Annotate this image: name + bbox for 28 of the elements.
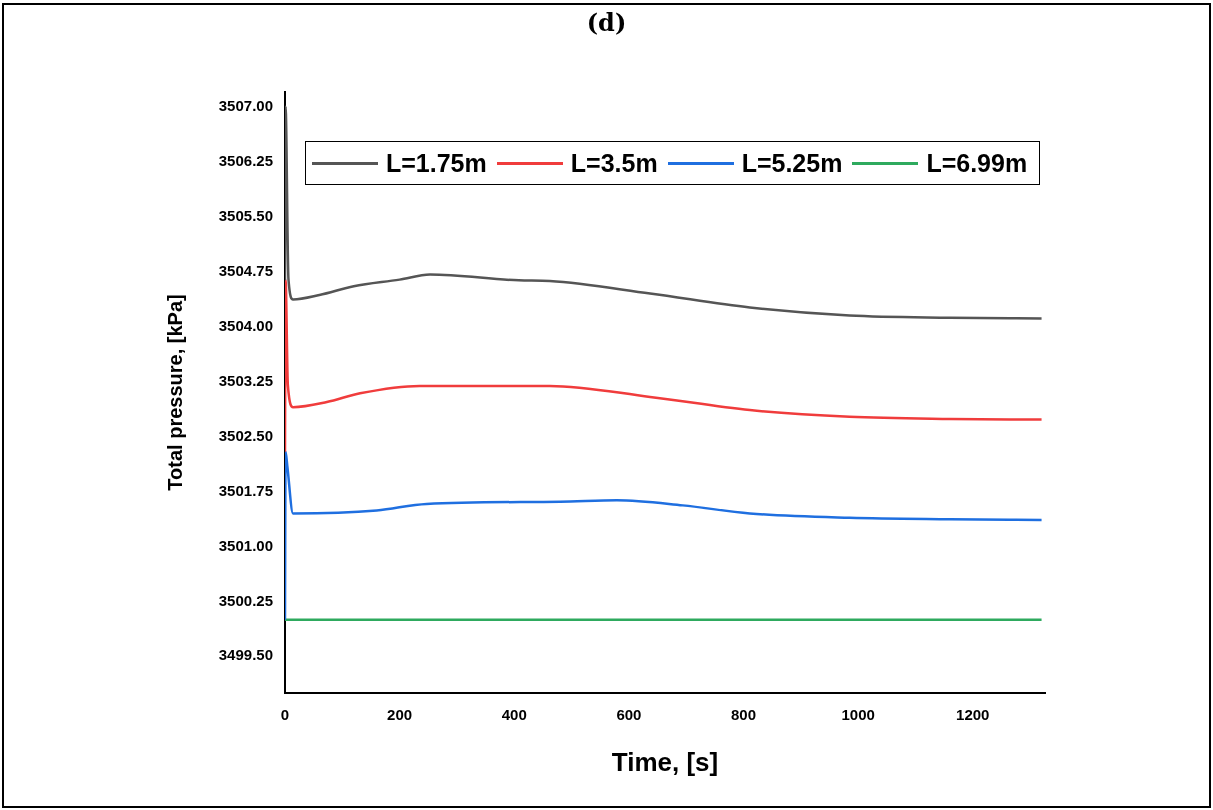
x-tick-label: 0 — [280, 706, 290, 724]
y-tick-label: 3504.75 — [218, 261, 273, 279]
x-tick-label: 1000 — [841, 706, 875, 724]
y-tick-label: 3501.75 — [218, 481, 273, 499]
y-tick-label: 3505.50 — [218, 206, 273, 224]
x-tick-label: 600 — [616, 706, 642, 724]
y-tick-label: 3504.00 — [218, 316, 273, 334]
x-tick-label: 200 — [387, 706, 413, 724]
legend-label: L=5.25m — [741, 148, 843, 178]
legend-label: L=3.5m — [570, 148, 658, 178]
legend-label: L=1.75m — [386, 148, 487, 178]
y-tick-label: 3502.50 — [218, 426, 273, 444]
x-tick-label: 400 — [501, 706, 527, 724]
line-series — [285, 279, 1043, 454]
legend-label: L=6.99m — [926, 148, 1028, 178]
x-tick-label: 800 — [731, 706, 757, 724]
y-tick-label: 3506.25 — [218, 151, 273, 169]
line-series — [285, 105, 1043, 320]
y-tick-label: 3499.50 — [218, 646, 273, 664]
x-tick-label: 1200 — [956, 706, 990, 724]
chart-title: (d) — [585, 8, 628, 37]
y-tick-label: 3507.00 — [218, 96, 273, 114]
y-tick-label: 3500.25 — [218, 591, 273, 609]
x-axis-title: Time, [s] — [611, 746, 719, 777]
y-tick-label: 3501.00 — [218, 536, 273, 554]
y-tick-label: 3503.25 — [218, 371, 273, 389]
line-series — [285, 450, 1043, 621]
y-axis-title: Total pressure, [kPa] — [163, 294, 186, 491]
